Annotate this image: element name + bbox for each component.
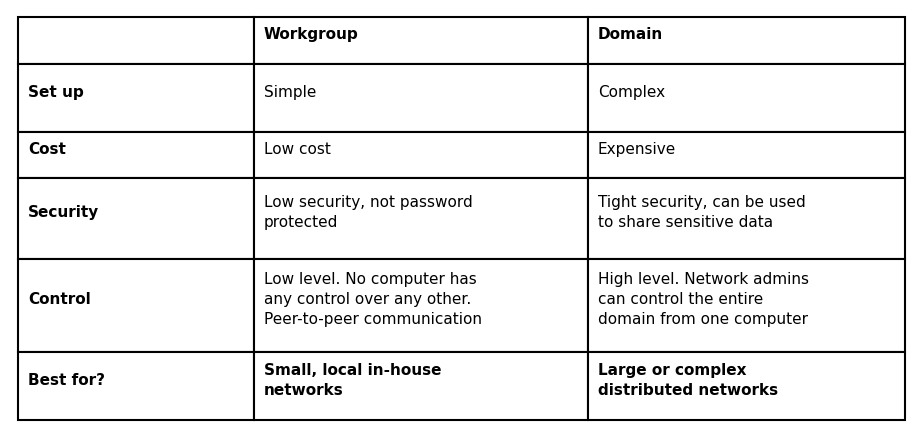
Bar — [18, 64, 254, 132]
Text: any control over any other.: any control over any other. — [264, 292, 471, 307]
Text: Set up: Set up — [28, 84, 84, 99]
Bar — [254, 179, 588, 259]
Text: Complex: Complex — [598, 84, 665, 99]
Bar — [254, 352, 588, 420]
Text: Low security, not password: Low security, not password — [264, 195, 473, 210]
Text: Workgroup: Workgroup — [264, 27, 358, 42]
Bar — [254, 132, 588, 179]
Text: Tight security, can be used: Tight security, can be used — [598, 195, 806, 210]
Text: networks: networks — [264, 382, 343, 397]
Bar — [588, 132, 905, 179]
Text: Security: Security — [28, 205, 100, 220]
Bar — [18, 179, 254, 259]
Text: can control the entire: can control the entire — [598, 292, 763, 307]
Text: Low level. No computer has: Low level. No computer has — [264, 272, 476, 287]
Text: Small, local in-house: Small, local in-house — [264, 362, 441, 377]
Bar — [18, 18, 254, 64]
Bar — [588, 259, 905, 352]
Text: Best for?: Best for? — [28, 372, 105, 387]
Text: protected: protected — [264, 215, 338, 230]
Bar — [588, 18, 905, 64]
Bar — [254, 64, 588, 132]
Text: Domain: Domain — [598, 27, 663, 42]
Text: Low cost: Low cost — [264, 141, 330, 156]
Bar — [588, 64, 905, 132]
Bar — [18, 259, 254, 352]
Text: distributed networks: distributed networks — [598, 382, 778, 397]
Bar — [18, 132, 254, 179]
Bar — [254, 259, 588, 352]
Text: domain from one computer: domain from one computer — [598, 312, 808, 327]
Text: Expensive: Expensive — [598, 141, 676, 156]
Text: Simple: Simple — [264, 84, 316, 99]
Bar — [254, 18, 588, 64]
Bar — [18, 352, 254, 420]
Bar — [588, 179, 905, 259]
Text: to share sensitive data: to share sensitive data — [598, 215, 773, 230]
Text: Peer-to-peer communication: Peer-to-peer communication — [264, 312, 482, 327]
Text: Control: Control — [28, 292, 90, 307]
Text: Large or complex: Large or complex — [598, 362, 746, 377]
Text: High level. Network admins: High level. Network admins — [598, 272, 809, 287]
Bar — [588, 352, 905, 420]
Text: Cost: Cost — [28, 141, 66, 156]
